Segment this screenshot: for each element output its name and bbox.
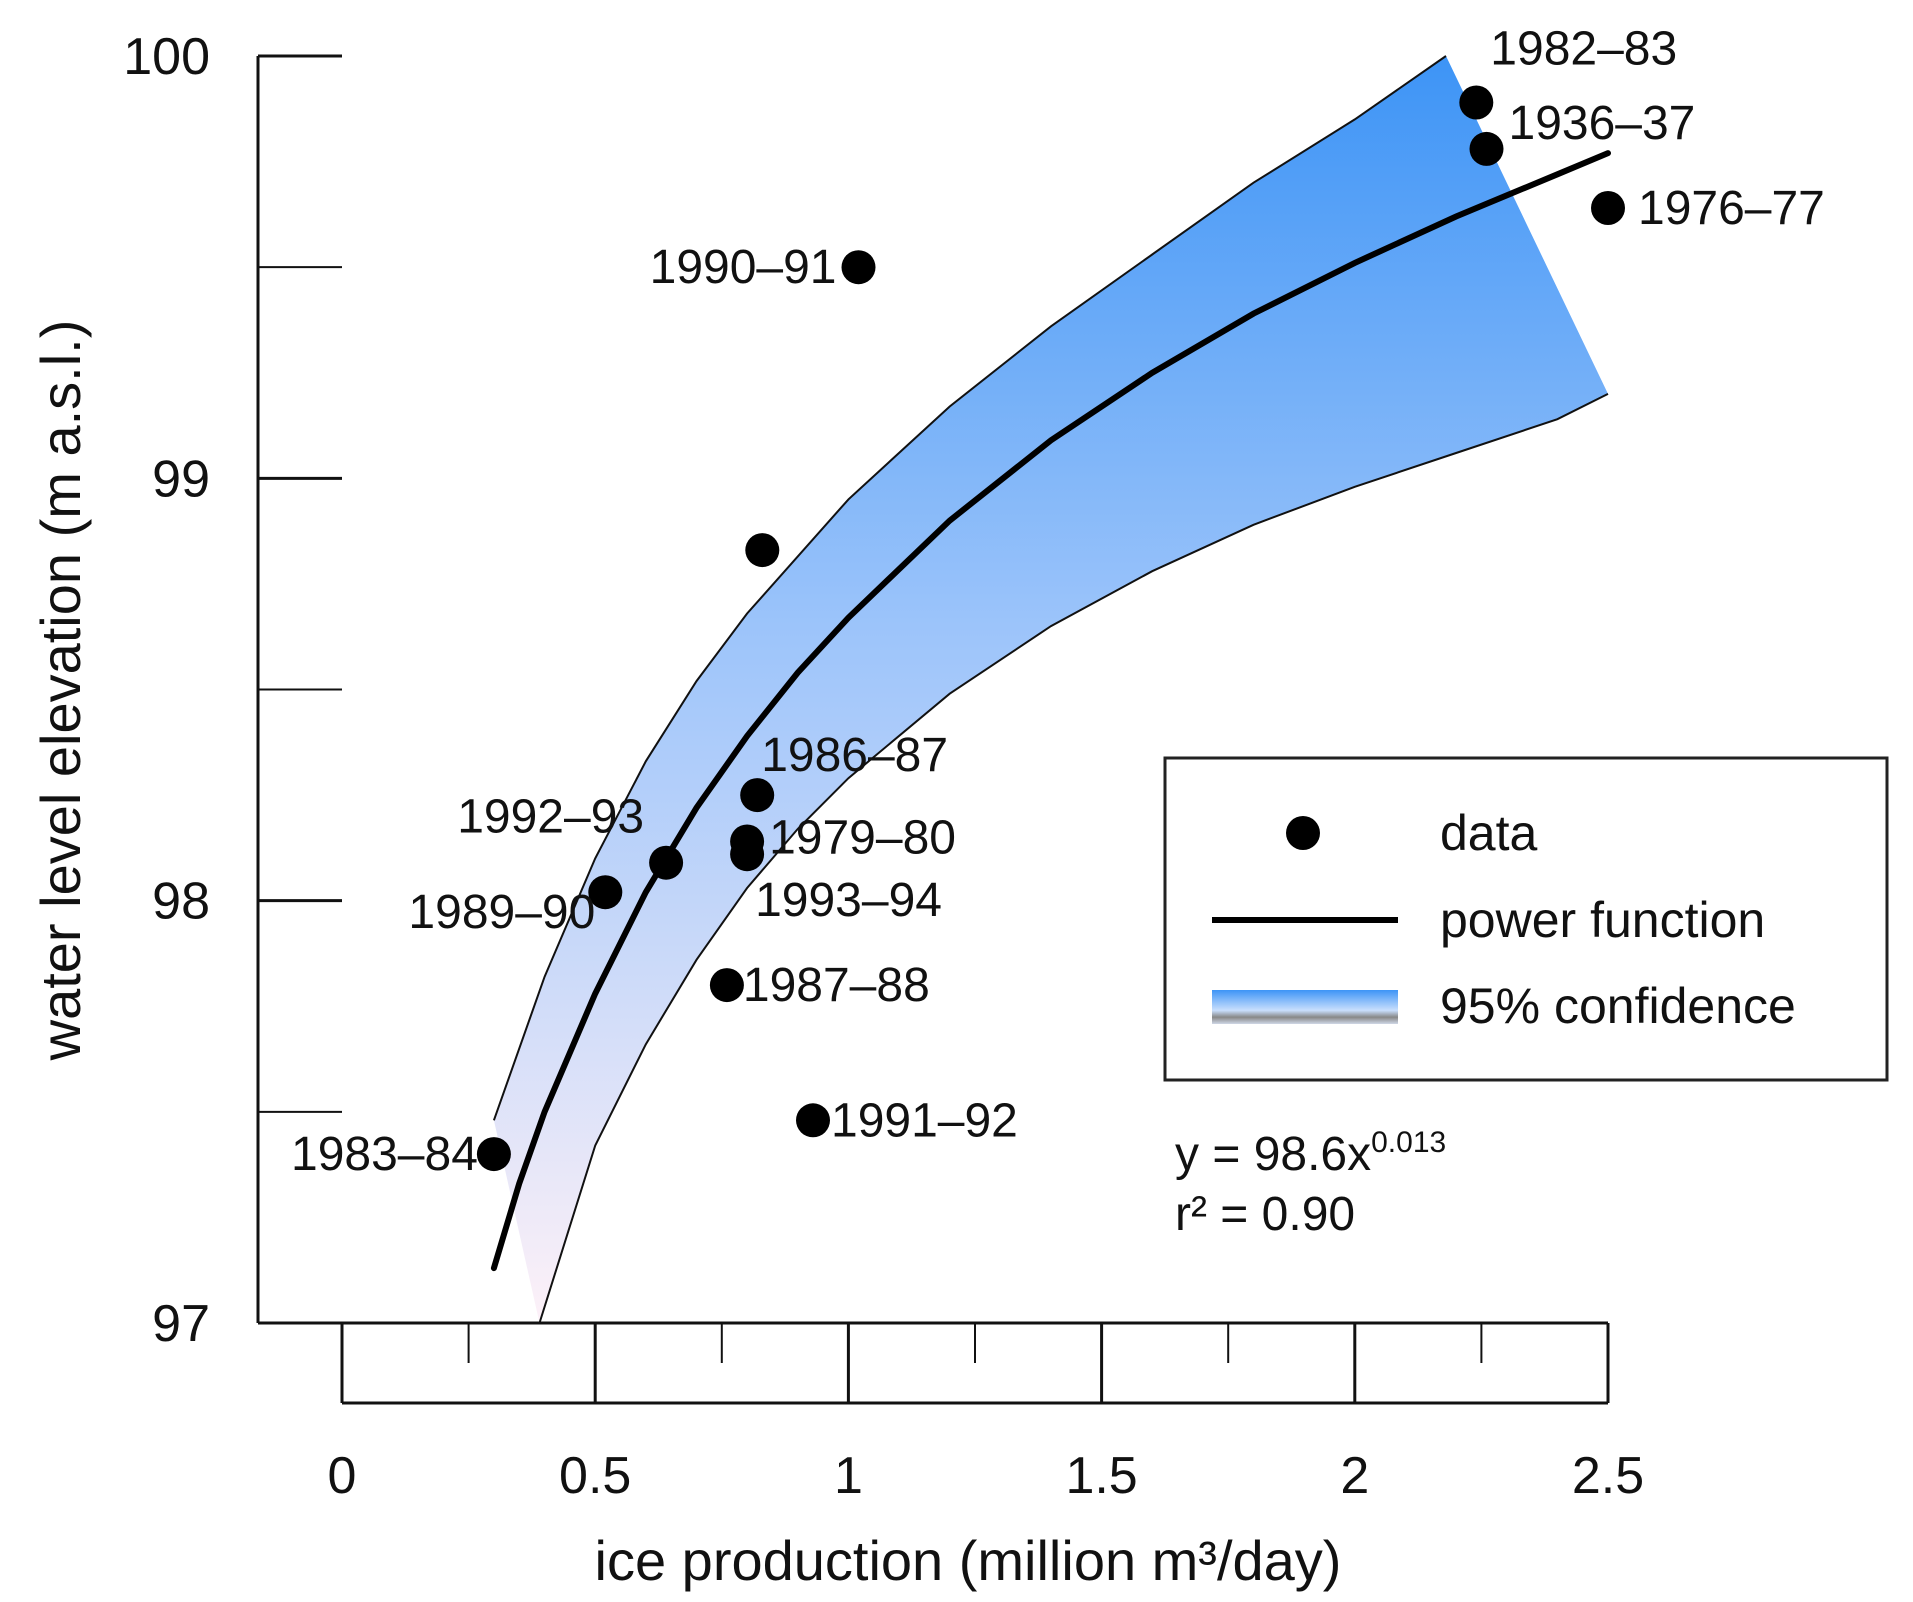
data-points-layer: 1982–83 1936–37 1976–77 1990–91 1986–87 1979–… [291,23,1825,1182]
data-point [740,778,775,813]
data-point-label: 1983–84 [291,1128,478,1181]
data-point-label: 1982–83 [1490,23,1677,76]
data-point-label: 1990–91 [650,241,837,294]
axes-layer: 97 98 99 100 0 0.5 1 1.5 2 2.5 [123,28,1644,1505]
legend-label-confidence: 95% confidence [1440,978,1796,1034]
data-point [709,968,744,1003]
confidence-band [493,56,1608,1323]
legend: data power function 95% confidence [1163,756,1889,1082]
power-function-line [490,150,1611,1272]
x-tick-label: 0.5 [559,1447,631,1505]
data-point [476,1137,511,1172]
equation-exponent: 0.013 [1371,1126,1446,1159]
y-tick-label: 99 [152,450,210,508]
data-point-label: 1979–80 [769,812,956,865]
confidence-upper-edge [492,55,1447,1121]
confidence-band-layer [492,55,1609,1324]
data-point [730,837,765,872]
power-function-layer [490,150,1611,1272]
legend-label-data: data [1440,805,1538,861]
data-point [588,875,623,910]
data-point-label: 1936–37 [1509,97,1696,150]
data-point [1459,85,1494,120]
data-point [1469,131,1504,166]
y-tick-label: 97 [152,1295,210,1353]
equation-prefix: y = 98.6x [1175,1128,1371,1181]
legend-data-marker [1286,816,1320,850]
legend-label-power-function: power function [1440,892,1765,948]
data-point [649,845,684,880]
y-tick-label: 100 [123,28,210,86]
data-point-label: 1993–94 [755,874,942,927]
x-tick-label: 2.5 [1572,1447,1644,1505]
x-axis-title: ice production (million m³/day) [595,1529,1342,1592]
data-point-label: 1989–90 [408,886,595,939]
equation-label: y = 98.6x0.013 [1175,1126,1446,1181]
y-tick-label: 98 [152,873,210,931]
x-tick-label: 0 [328,1447,357,1505]
data-point [1591,191,1625,225]
data-point-label: 1986–87 [761,729,948,782]
data-point [745,533,780,568]
data-point-label: 1987–88 [743,959,930,1012]
data-point [796,1103,830,1138]
data-point-label: 1976–77 [1638,182,1825,235]
x-tick-label: 1.5 [1065,1447,1137,1505]
data-point-label: 1992–93 [457,791,644,844]
confidence-lower-edge [538,393,1609,1324]
legend-band-swatch [1212,990,1398,1024]
x-tick-label: 2 [1340,1447,1369,1505]
y-axis-title: water level elevation (m a.s.l.) [29,320,92,1062]
r-squared-label: r² = 0.90 [1175,1188,1355,1241]
x-tick-label: 1 [834,1447,863,1505]
data-point [841,250,876,285]
data-point-label: 1991–92 [831,1094,1018,1147]
